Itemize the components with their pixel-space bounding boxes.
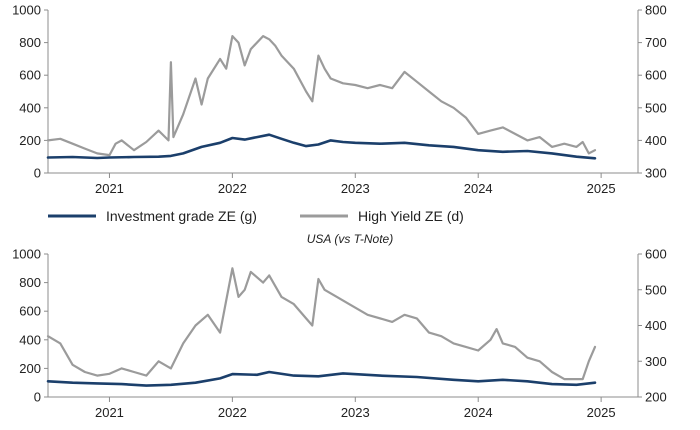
top-y-right-tick-label: 300 (645, 166, 667, 181)
top-y-right-tick-label: 800 (645, 3, 667, 18)
top-y-right-tick-label: 600 (645, 68, 667, 83)
top-x-tick-label: 2024 (464, 181, 493, 196)
bottom-series-investment-grade (46, 370, 597, 387)
bottom-x-tick-label: 2023 (341, 405, 370, 420)
bottom-y-right-tick-label: 400 (645, 318, 667, 333)
top-y-right-tick-label: 400 (645, 133, 667, 148)
top-x-tick-label: 2025 (587, 181, 616, 196)
bottom-chart-axes: 0 200 400 600 800 1000 200 300 400 500 600 2021 2022… (12, 247, 667, 421)
bottom-chart-subtitle: USA (vs T-Note) (307, 232, 393, 246)
bottom-y-right-tick-label: 600 (645, 247, 667, 262)
bottom-x-tick-label: 2025 (587, 405, 616, 420)
bottom-series-high-yield (46, 267, 597, 381)
top-y-left-tick-label: 600 (19, 68, 41, 83)
bottom-y-right-tick-label: 500 (645, 282, 667, 297)
top-chart-series (46, 34, 597, 160)
bottom-y-left-tick-label: 0 (34, 390, 41, 405)
bottom-chart: 0 200 400 600 800 1000 200 300 400 500 600 2021 2022… (12, 247, 667, 421)
top-x-tick-label: 2023 (341, 181, 370, 196)
bottom-y-left-tick-label: 800 (19, 275, 41, 290)
bottom-x-tick-label: 2024 (464, 405, 493, 420)
top-x-tick-label: 2022 (218, 181, 247, 196)
chart-legend: Investment grade ZE (g) High Yield ZE (d… (48, 208, 464, 224)
top-y-left-tick-label: 800 (19, 35, 41, 50)
top-y-left-tick-label: 200 (19, 133, 41, 148)
top-y-left-tick-label: 400 (19, 100, 41, 115)
top-series-investment-grade (46, 133, 597, 160)
bottom-y-left-tick-label: 400 (19, 332, 41, 347)
top-x-tick-label: 2021 (95, 181, 124, 196)
bottom-y-left-tick-label: 200 (19, 361, 41, 376)
legend-label-investment-grade: Investment grade ZE (g) (106, 208, 257, 224)
top-y-left-tick-label: 1000 (12, 3, 41, 18)
bottom-y-left-tick-label: 1000 (12, 247, 41, 262)
legend-label-high-yield: High Yield ZE (d) (358, 208, 464, 224)
bottom-x-tick-label: 2022 (218, 405, 247, 420)
bottom-x-tick-label: 2021 (95, 405, 124, 420)
top-series-high-yield (46, 34, 597, 157)
bottom-y-right-tick-label: 300 (645, 354, 667, 369)
top-chart-axes: 0 200 400 600 800 1000 300 400 500 600 700 800 2021 2… (12, 3, 667, 197)
top-chart: 0 200 400 600 800 1000 300 400 500 600 700 800 2021 2… (12, 3, 667, 197)
bottom-y-left-tick-label: 600 (19, 304, 41, 319)
top-y-right-tick-label: 700 (645, 35, 667, 50)
bottom-chart-series (46, 267, 597, 387)
top-y-left-tick-label: 0 (34, 166, 41, 181)
top-y-right-tick-label: 500 (645, 100, 667, 115)
bottom-y-right-tick-label: 200 (645, 390, 667, 405)
